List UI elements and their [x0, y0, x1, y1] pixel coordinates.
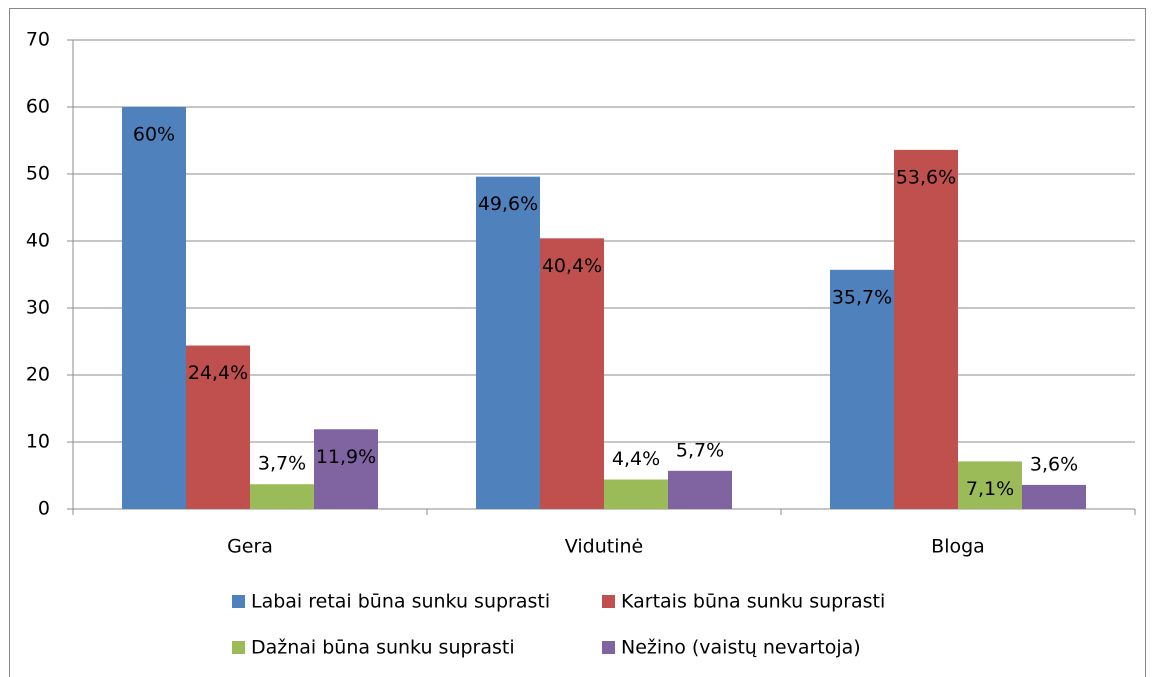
bar	[314, 429, 378, 509]
bar	[540, 238, 604, 509]
bar	[186, 345, 250, 509]
data-label: 53,6%	[896, 166, 956, 188]
y-tick-label: 30	[26, 297, 50, 319]
y-tick-label: 40	[26, 230, 50, 252]
bar	[122, 107, 186, 509]
bar	[830, 269, 894, 509]
bar	[476, 176, 540, 509]
data-label: 60%	[133, 124, 175, 146]
legend-swatch	[602, 641, 615, 654]
bar	[958, 461, 1022, 509]
bar	[894, 149, 958, 509]
y-tick-label: 10	[26, 431, 50, 453]
data-label: 3,7%	[258, 453, 306, 475]
data-label: 3,6%	[1030, 453, 1078, 475]
legend-label: Dažnai būna sunku suprasti	[251, 637, 515, 659]
legend-swatch	[232, 595, 245, 608]
x-tick-label: Gera	[227, 536, 273, 558]
legend-label: Kartais būna sunku suprasti	[621, 591, 885, 613]
y-tick-label: 50	[26, 163, 50, 185]
x-tick-label: Vidutinė	[565, 536, 643, 558]
y-tick-label: 60	[26, 96, 50, 118]
x-tick-label: Bloga	[931, 536, 985, 558]
data-label: 11,9%	[316, 446, 376, 468]
y-tick-label: 0	[38, 498, 50, 520]
bar	[250, 484, 314, 509]
chart-frame	[9, 8, 1146, 677]
data-label: 4,4%	[612, 448, 660, 470]
y-tick-label: 20	[26, 364, 50, 386]
data-label: 5,7%	[676, 439, 724, 461]
y-tick-label: 70	[26, 29, 50, 51]
bar	[668, 470, 732, 509]
bar	[604, 479, 668, 509]
data-label: 24,4%	[188, 362, 248, 384]
bar	[1022, 484, 1086, 509]
data-label: 49,6%	[478, 193, 538, 215]
legend-label: Nežino (vaistų nevartoja)	[621, 637, 861, 659]
legend-swatch	[232, 641, 245, 654]
data-label: 7,1%	[966, 478, 1014, 500]
data-label: 40,4%	[542, 255, 602, 277]
legend-label: Labai retai būna sunku suprasti	[251, 591, 550, 613]
data-label: 35,7%	[832, 286, 892, 308]
legend-swatch	[602, 595, 615, 608]
